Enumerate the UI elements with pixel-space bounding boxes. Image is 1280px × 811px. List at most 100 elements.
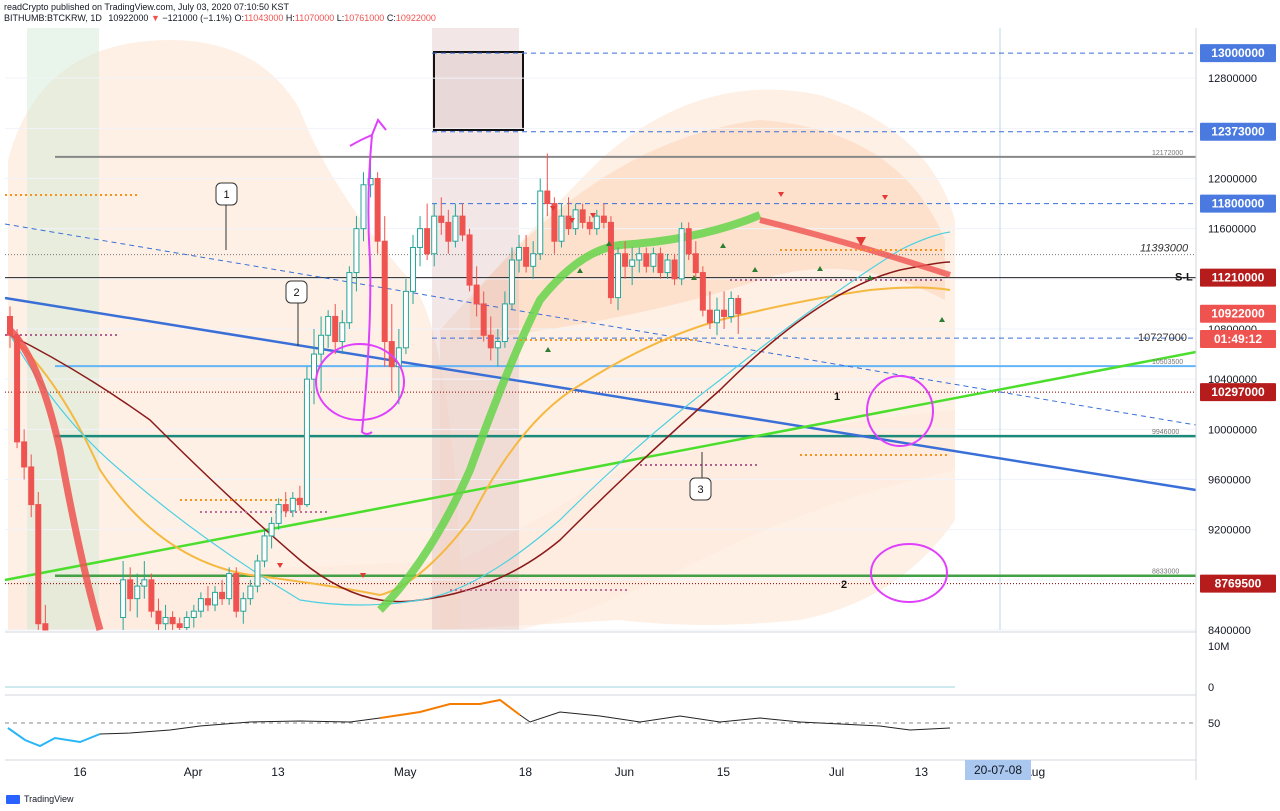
trendline-green-ascending <box>4 350 1197 582</box>
candle-body <box>607 221 614 299</box>
candle-body <box>445 221 452 242</box>
candle <box>311 329 318 405</box>
buy-signal-icon <box>577 268 583 273</box>
candle-body <box>325 315 332 336</box>
candle-body <box>537 190 544 255</box>
candle-body <box>353 228 360 274</box>
candle <box>459 203 466 242</box>
candle <box>360 172 367 242</box>
annotation-10727000: 10727000 <box>1138 332 1187 344</box>
candle-body <box>240 598 247 612</box>
candle <box>558 203 565 248</box>
footer-brand-label: TradingView <box>24 794 74 804</box>
footer-brand: TradingView <box>6 794 74 804</box>
annotation-11393000: 11393000 <box>1140 243 1189 255</box>
price-badge-bg <box>1200 122 1276 141</box>
candle-body <box>544 190 551 205</box>
candle-body <box>424 228 431 255</box>
low-value: 10761000 <box>344 13 385 23</box>
candle <box>289 492 296 518</box>
candle-body <box>706 309 713 324</box>
candle <box>593 209 600 235</box>
volume-tick-label: 0 <box>1208 682 1214 694</box>
annotation-sl: S-L <box>1175 272 1193 284</box>
level-label: 12172000 <box>1152 150 1183 157</box>
price-badge: 12373000 <box>1200 122 1276 141</box>
y-tick-label: 10000000 <box>1208 424 1257 436</box>
sell-signal-icon <box>590 213 596 218</box>
price-badge-label: 11800000 <box>1212 197 1265 211</box>
x-tick-label: 16 <box>73 765 87 779</box>
candle-body <box>473 284 480 305</box>
price-badge-label: 13000000 <box>1211 46 1265 60</box>
callout-label: 3 <box>697 484 703 496</box>
candle <box>565 197 572 235</box>
candle <box>600 203 607 229</box>
candle-body <box>516 246 523 261</box>
trendline-blue-dashed <box>4 223 1197 426</box>
high-value: 11070000 <box>294 13 335 23</box>
candle <box>395 329 402 405</box>
ribbon-red-recent <box>759 217 951 278</box>
candle <box>664 253 671 279</box>
callout-label: 2 <box>293 287 299 299</box>
price-badge-bg <box>1200 268 1276 287</box>
candle-body <box>685 228 692 255</box>
candle <box>127 567 134 612</box>
price-badge-label: 10297000 <box>1211 385 1265 399</box>
price-badge-label: 10922000 <box>1211 307 1265 321</box>
candle <box>735 295 742 334</box>
candle <box>402 278 409 355</box>
ribbon-red-fall <box>7 327 104 631</box>
open-value: 11043000 <box>243 13 284 23</box>
callout-3: 3 <box>689 452 712 501</box>
candle-body <box>551 203 558 242</box>
candle <box>183 611 190 630</box>
candle-body <box>28 466 35 506</box>
candle-body <box>35 504 42 625</box>
price-badge-label: 8769500 <box>1215 577 1262 591</box>
candle <box>678 222 685 286</box>
sell-signal-icon <box>882 195 888 200</box>
level-label: 9946000 <box>1152 429 1179 436</box>
price-badge: 8769500 <box>1200 574 1276 593</box>
arrow-stroke-up <box>349 133 374 435</box>
candle-body <box>155 610 162 625</box>
close-label: C: <box>386 13 396 23</box>
candle <box>643 247 650 273</box>
candle-body <box>728 298 735 317</box>
candle-body <box>141 579 148 587</box>
callout-box <box>285 280 308 304</box>
callout-1: 1 <box>215 182 238 250</box>
y-tick-label: 9200000 <box>1208 525 1251 537</box>
low-label: L: <box>336 13 345 23</box>
candle <box>296 485 303 511</box>
candle-body <box>629 259 636 267</box>
price-badge-bg <box>1200 383 1276 402</box>
candle <box>473 266 480 317</box>
candle <box>374 172 381 254</box>
candle-body <box>134 585 141 600</box>
candle-body <box>360 184 367 230</box>
candle-body <box>204 598 211 606</box>
candle <box>381 216 388 367</box>
candle-body <box>14 334 21 443</box>
price-badge: 11210000 <box>1200 268 1276 287</box>
candle <box>714 297 720 336</box>
candle-body <box>452 215 459 242</box>
price-badge-label: 11210000 <box>1212 271 1265 285</box>
candle <box>516 234 523 273</box>
cursor-date-bg <box>965 760 1031 780</box>
candle-body <box>247 585 254 600</box>
trendline-blue-descending <box>4 296 1197 492</box>
candle <box>318 316 325 392</box>
price-badge-bg <box>1200 574 1276 593</box>
candle-body <box>374 178 381 242</box>
candle <box>35 492 42 630</box>
candle <box>431 203 438 267</box>
candle-body <box>254 560 261 587</box>
candle <box>615 247 622 311</box>
arrow-up-head-icon <box>371 118 387 136</box>
target-box <box>433 51 524 131</box>
